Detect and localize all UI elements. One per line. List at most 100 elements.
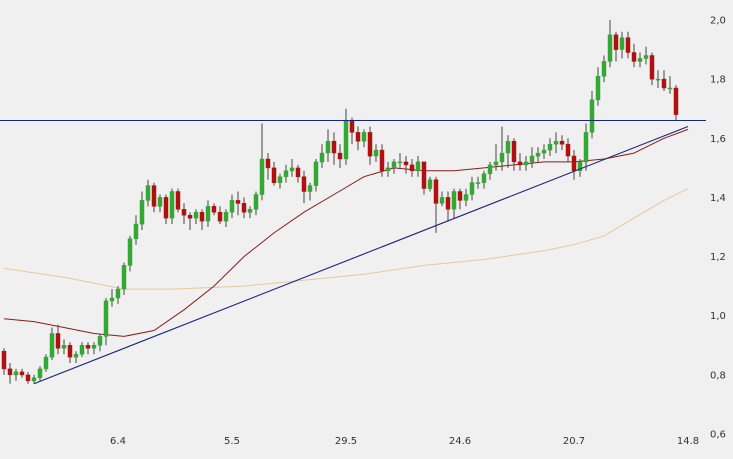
candle [259,123,265,201]
candle-body [481,173,487,183]
candle-body [535,152,541,157]
candle-body [133,223,139,240]
candle-body [13,371,19,376]
candle [505,135,511,168]
candle-body [565,143,571,157]
candle-body [331,140,337,154]
candle-body [403,161,409,166]
candle-body [373,149,379,157]
candle-body [325,140,331,154]
candle-body [661,78,667,89]
candle [163,194,169,224]
candle [133,215,139,245]
candle [415,156,421,177]
candle [625,31,631,59]
candle [367,126,373,165]
candle [583,123,589,171]
candle-body [439,197,445,204]
candle [529,147,535,168]
candle [205,200,211,227]
candle [145,179,151,207]
candle [451,188,457,219]
candle [601,55,607,83]
candle-body [145,185,151,201]
candle [91,342,97,355]
candle-body [223,211,229,222]
candle [223,209,229,227]
candle [193,209,199,224]
candle-body [391,161,397,169]
candle-body [583,132,589,163]
candle [331,132,337,165]
candle [325,129,331,162]
y-tick-label: 1,2 [710,252,726,263]
moving-average-short-layer [3,128,689,337]
candle-body [85,345,91,349]
candle [43,354,49,372]
y-tick-label: 0,8 [710,370,726,381]
candle [277,173,283,189]
candle-body [427,179,433,189]
trend-lines-layer [0,119,706,385]
candle-body [127,238,133,266]
candle [457,188,463,210]
moving-average-short [3,128,689,337]
candle [127,235,133,272]
candle [577,159,583,177]
candle-body [109,297,115,302]
candle [655,70,661,88]
candle [319,144,325,168]
candle-body [655,78,661,81]
candle [523,156,529,171]
y-tick-label: 2,0 [710,16,726,27]
candle-body [601,61,607,77]
candle [355,126,361,151]
candle [511,138,517,171]
candle-body [301,176,307,192]
candle [229,194,235,219]
candle [289,159,295,177]
candle [61,339,67,355]
candle [565,138,571,162]
candle-body [175,191,181,210]
candle-body [211,206,217,213]
candle [535,147,541,162]
candle [493,144,499,171]
candle [55,324,61,355]
y-axis-ticks: 0,6 0,8 1,0 1,2 1,4 1,6 1,8 2,0 [710,16,726,441]
candle [115,286,121,304]
candle-body [541,149,547,154]
candle-body [229,200,235,213]
candle-body [379,149,385,172]
candle [649,52,655,86]
candle-body [421,161,427,189]
rising-trend-line [33,125,689,385]
candle-body [91,345,97,349]
candle [433,176,439,233]
candle-body [505,140,511,154]
moving-average-long [3,188,689,290]
candle [313,159,319,192]
candle [283,164,289,183]
candle-body [577,161,583,172]
candle [295,164,301,183]
candle [103,298,109,346]
candle [379,144,385,177]
candle-body [433,179,439,204]
x-tick-label: 24.6 [449,436,471,447]
candle [595,67,601,106]
candle [79,342,85,358]
candle [361,129,367,148]
candle-body [643,55,649,59]
candle [427,176,433,192]
x-axis-ticks: 6.4 5.5 29.5 24.6 20.7 14.8 [110,436,699,447]
candle-body [217,211,223,222]
candle-body [343,120,349,160]
candle-body [409,164,415,172]
candle [253,191,259,216]
x-tick-label: 5.5 [224,436,240,447]
candle-body [637,58,643,62]
candle-body [289,167,295,172]
